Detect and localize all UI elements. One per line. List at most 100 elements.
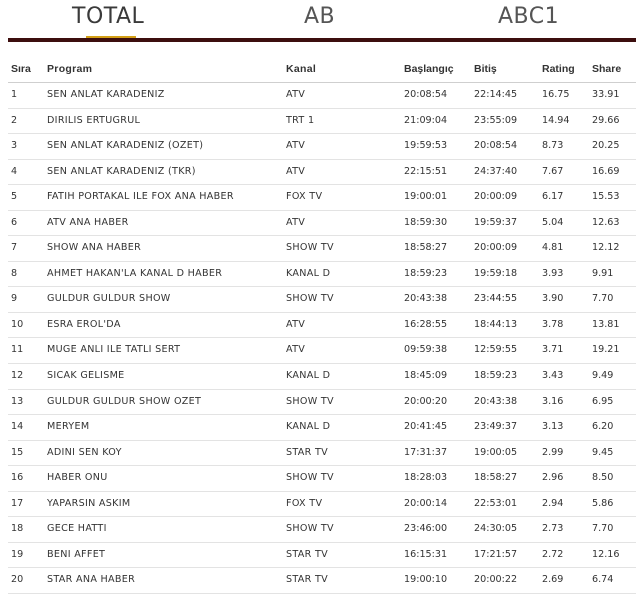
row-kanal: ATV xyxy=(286,165,306,177)
row-share: 9.49 xyxy=(592,370,614,382)
table-row[interactable]: 6 ATV ANA HABER ATV 18:59:30 19:59:37 5.04 12.… xyxy=(8,211,636,237)
row-baslangic: 16:28:55 xyxy=(404,318,448,330)
header-sira[interactable]: Sıra xyxy=(11,63,31,75)
ratings-table: Sıra Program Kanal Başlangıç Bitiş Ratin… xyxy=(8,42,636,594)
table-row[interactable]: 12 SICAK GELISME KANAL D 18:45:09 18:59:23 3.… xyxy=(8,364,636,390)
header-rating[interactable]: Rating xyxy=(542,63,575,75)
row-rating: 3.93 xyxy=(542,267,564,279)
row-share: 13.81 xyxy=(592,318,620,330)
header-kanal[interactable]: Kanal xyxy=(286,63,317,75)
row-program: YAPARSIN ASKIM xyxy=(47,497,131,509)
row-program: STAR ANA HABER xyxy=(47,574,136,586)
row-rating: 2.72 xyxy=(542,548,564,560)
row-sira: 3 xyxy=(11,140,18,152)
row-bitis: 19:00:05 xyxy=(474,446,518,458)
row-program: ESRA EROL'DA xyxy=(47,318,121,330)
row-sira: 5 xyxy=(11,191,18,203)
row-bitis: 12:59:55 xyxy=(474,344,518,356)
header-baslangic[interactable]: Başlangıç xyxy=(404,63,454,75)
table-row[interactable]: 1 SEN ANLAT KARADENIZ ATV 20:08:54 22:14:45 1… xyxy=(8,83,636,109)
row-program: ATV ANA HABER xyxy=(47,216,129,228)
table-row[interactable]: 16 HABER ONU SHOW TV 18:28:03 18:58:27 2.96 8.… xyxy=(8,466,636,492)
row-share: 12.63 xyxy=(592,216,620,228)
header-program[interactable]: Program xyxy=(47,63,93,75)
row-rating: 3.78 xyxy=(542,318,564,330)
row-kanal: KANAL D xyxy=(286,267,331,279)
table-row[interactable]: 7 SHOW ANA HABER SHOW TV 18:58:27 20:00:09 4.… xyxy=(8,236,636,262)
row-kanal: FOX TV xyxy=(286,497,323,509)
row-program: SEN ANLAT KARADENIZ (OZET) xyxy=(47,140,204,152)
row-rating: 2.96 xyxy=(542,472,564,484)
table-row[interactable]: 17 YAPARSIN ASKIM FOX TV 20:00:14 22:53:01 2.… xyxy=(8,492,636,518)
table-row[interactable]: 3 SEN ANLAT KARADENIZ (OZET) ATV 19:59:53 20… xyxy=(8,134,636,160)
row-baslangic: 22:15:51 xyxy=(404,165,448,177)
row-baslangic: 20:00:20 xyxy=(404,395,448,407)
row-bitis: 18:58:27 xyxy=(474,472,518,484)
table-header: Sıra Program Kanal Başlangıç Bitiş Ratin… xyxy=(8,42,636,83)
row-program: HABER ONU xyxy=(47,472,108,484)
row-baslangic: 20:08:54 xyxy=(404,89,448,100)
row-rating: 3.90 xyxy=(542,293,564,305)
row-rating: 2.99 xyxy=(542,446,564,458)
row-baslangic: 19:00:10 xyxy=(404,574,448,586)
row-sira: 11 xyxy=(11,344,24,356)
table-row[interactable]: 20 STAR ANA HABER STAR TV 19:00:10 20:00:22 2… xyxy=(8,568,636,594)
row-sira: 2 xyxy=(11,114,18,126)
row-rating: 7.67 xyxy=(542,165,564,177)
row-share: 12.12 xyxy=(592,242,620,254)
row-baslangic: 18:58:27 xyxy=(404,242,448,254)
row-share: 20.25 xyxy=(592,140,620,152)
row-kanal: ATV xyxy=(286,216,306,228)
table-row[interactable]: 15 ADINI SEN KOY STAR TV 17:31:37 19:00:05 2.… xyxy=(8,441,636,467)
table-row[interactable]: 14 MERYEM KANAL D 20:41:45 23:49:37 3.13 6.20 xyxy=(8,415,636,441)
row-kanal: ATV xyxy=(286,318,306,330)
row-program: MUGE ANLI ILE TATLI SERT xyxy=(47,344,181,356)
row-program: GULDUR GULDUR SHOW xyxy=(47,293,171,305)
row-program: AHMET HAKAN'LA KANAL D HABER xyxy=(47,267,223,279)
row-kanal: KANAL D xyxy=(286,370,331,382)
row-bitis: 22:14:45 xyxy=(474,89,518,100)
header-bitis[interactable]: Bitiş xyxy=(474,63,497,75)
row-baslangic: 19:00:01 xyxy=(404,191,448,203)
row-program: GULDUR GULDUR SHOW OZET xyxy=(47,395,202,407)
table-row[interactable]: 2 DIRILIS ERTUGRUL TRT 1 21:09:04 23:55:09 14… xyxy=(8,109,636,135)
tab-abc1[interactable]: ABC1 xyxy=(498,4,560,29)
table-row[interactable]: 5 FATIH PORTAKAL ILE FOX ANA HABER FOX TV 1… xyxy=(8,185,636,211)
row-kanal: STAR TV xyxy=(286,548,329,560)
header-share[interactable]: Share xyxy=(592,63,622,75)
row-bitis: 23:44:55 xyxy=(474,293,518,305)
table-row[interactable]: 13 GULDUR GULDUR SHOW OZET SHOW TV 20:00:20… xyxy=(8,390,636,416)
row-bitis: 23:55:09 xyxy=(474,114,518,126)
tab-total[interactable]: TOTAL xyxy=(72,4,145,29)
row-share: 5.86 xyxy=(592,497,614,509)
table-row[interactable]: 11 MUGE ANLI ILE TATLI SERT ATV 09:59:38 12:… xyxy=(8,338,636,365)
row-sira: 9 xyxy=(11,293,18,305)
row-program: SEN ANLAT KARADENIZ (TKR) xyxy=(47,165,196,177)
row-program: SICAK GELISME xyxy=(47,370,125,382)
table-row[interactable]: 18 GECE HATTI SHOW TV 23:46:00 24:30:05 2.73 7… xyxy=(8,517,636,543)
row-program: DIRILIS ERTUGRUL xyxy=(47,114,141,126)
header-divider xyxy=(8,38,636,42)
table-row[interactable]: 19 BENI AFFET STAR TV 16:15:31 17:21:57 2.72 1… xyxy=(8,543,636,569)
row-program: BENI AFFET xyxy=(47,548,106,560)
row-rating: 3.13 xyxy=(542,421,564,433)
table-row[interactable]: 4 SEN ANLAT KARADENIZ (TKR) ATV 22:15:51 24:… xyxy=(8,160,636,186)
row-share: 9.45 xyxy=(592,446,614,458)
row-share: 12.16 xyxy=(592,548,620,560)
row-rating: 2.94 xyxy=(542,497,564,509)
row-kanal: TRT 1 xyxy=(286,114,315,126)
row-share: 6.20 xyxy=(592,421,614,433)
tab-ab[interactable]: AB xyxy=(304,4,336,29)
table-row[interactable]: 8 AHMET HAKAN'LA KANAL D HABER KANAL D 18:5… xyxy=(8,262,636,288)
row-share: 19.21 xyxy=(592,344,620,356)
row-share: 9.91 xyxy=(592,267,614,279)
row-bitis: 19:59:18 xyxy=(474,267,518,279)
row-kanal: SHOW TV xyxy=(286,395,334,407)
row-bitis: 20:08:54 xyxy=(474,140,518,152)
row-kanal: SHOW TV xyxy=(286,242,334,254)
table-row[interactable]: 10 ESRA EROL'DA ATV 16:28:55 18:44:13 3.78 13.… xyxy=(8,313,636,339)
row-kanal: KANAL D xyxy=(286,421,331,433)
table-row[interactable]: 9 GULDUR GULDUR SHOW SHOW TV 20:43:38 23:44:… xyxy=(8,287,636,313)
row-baslangic: 18:59:23 xyxy=(404,267,448,279)
row-kanal: FOX TV xyxy=(286,191,323,203)
